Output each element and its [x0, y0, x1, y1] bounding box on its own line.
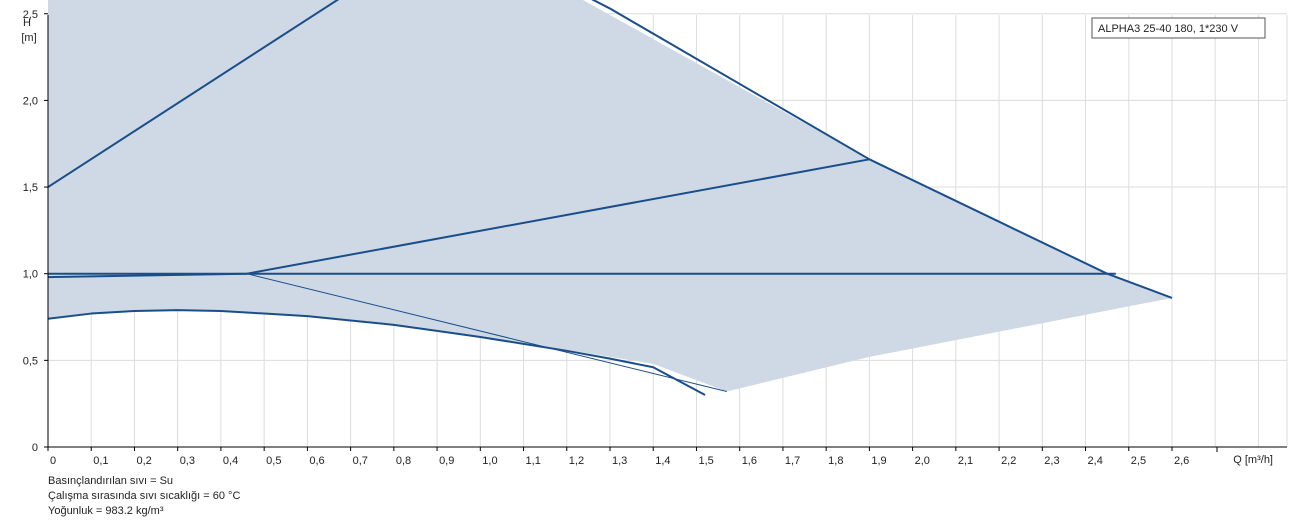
y-tick-labels: 00,51,01,52,02,53,03,54,0: [23, 9, 38, 454]
operating-area: [48, 0, 1172, 392]
x-tick-label: 2,3: [1044, 455, 1059, 467]
x-tick-label: 2,2: [1001, 455, 1016, 467]
x-tick-label: 0,2: [136, 455, 151, 467]
x-tick-label: 1,0: [482, 455, 497, 467]
x-axis-label: Q [m³/h]: [1233, 454, 1273, 466]
x-tick-label: 0,9: [439, 455, 454, 467]
y-axis-label-line2: [m]: [21, 32, 36, 44]
y-tick-label: 1,5: [23, 182, 38, 194]
y-tick-label: 0: [32, 442, 38, 454]
y-tick-label: 2,0: [23, 95, 38, 107]
x-tick-label: 1,7: [785, 455, 800, 467]
x-tick-label: 0: [50, 455, 56, 467]
x-tick-label: 2,0: [915, 455, 930, 467]
x-tick-label: 2,4: [1088, 455, 1103, 467]
x-tick-label: 0,3: [180, 455, 195, 467]
pump-curve-chart: 0 0,1 0,2 0,3 0,4 0,5 0,6 0,7 0,8 0,9 1,0 1,1 1,2 1,3…: [21, 0, 1288, 467]
pump-curve-6: [246, 273, 727, 393]
x-tick-label: 1,6: [742, 455, 757, 467]
curve-group: [47, 0, 1173, 396]
axes: [44, 13, 1287, 452]
x-tick-label: 1,1: [526, 455, 541, 467]
pump-curve-1: [591, 0, 1173, 299]
temperature-note: Çalışma sırasında sıvı sıcaklığı = 60 °C: [48, 490, 241, 502]
pump-curve-3: [47, 0, 340, 188]
x-tick-label: 1,8: [828, 455, 843, 467]
x-tick-label: 0,5: [266, 455, 281, 467]
fluid-note: Basınçlandırılan sıvı = Su: [48, 475, 174, 487]
x-tick-label: 0,7: [353, 455, 368, 467]
y-axis-label-line1: H: [23, 17, 31, 29]
pump-curve-7: [47, 309, 706, 396]
x-tick-label: 1,4: [655, 455, 670, 467]
y-tick-label: 2,5: [23, 9, 38, 21]
x-tick-label: 1,2: [569, 455, 584, 467]
x-tick-label: 2,6: [1174, 455, 1189, 467]
x-tick-label: 0,1: [93, 455, 108, 467]
legend-label: ALPHA3 25-40 180, 1*230 V: [1098, 23, 1239, 35]
x-tick-label: 2,1: [958, 455, 973, 467]
x-tick-labels: 0 0,1 0,2 0,3 0,4 0,5 0,6 0,7 0,8 0,9 1,0 1,1 1,2 1,3…: [50, 455, 1189, 467]
legend-box: ALPHA3 25-40 180, 1*230 V: [1091, 17, 1266, 39]
x-tick-label: 0,6: [309, 455, 324, 467]
x-tick-label: 1,5: [698, 455, 713, 467]
x-tick-label: 1,3: [612, 455, 627, 467]
x-tick-label: 0,8: [396, 455, 411, 467]
y-tick-label: 0,5: [23, 355, 38, 367]
x-tick-label: 1,9: [871, 455, 886, 467]
x-tick-label: 0,4: [223, 455, 238, 467]
y-tick-label: 1,0: [23, 269, 38, 281]
density-note: Yoğunluk = 983.2 kg/m³: [48, 505, 164, 517]
conditions-notes: Basınçlandırılan sıvı = Su Çalışma sıras…: [48, 474, 240, 519]
x-tick-label: 2,5: [1131, 455, 1146, 467]
